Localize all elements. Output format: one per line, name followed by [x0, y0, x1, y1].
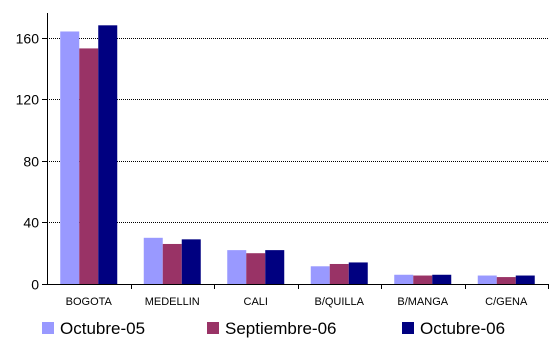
bar-medellin-3 — [181, 239, 201, 284]
y-tick-label: 40 — [23, 215, 39, 231]
y-tick-label: 160 — [16, 31, 40, 47]
y-tick-label: 120 — [16, 92, 40, 108]
legend-swatch — [42, 322, 54, 334]
bar-b-manga-3 — [432, 274, 452, 284]
bar-c-gena-1 — [477, 275, 497, 284]
bar-medellin-1 — [143, 237, 163, 284]
legend-label: Octubre-05 — [60, 319, 145, 338]
y-axis-ticks: 0 40 80 120 160 — [16, 31, 47, 293]
legend-label: Septiembre-06 — [225, 319, 337, 338]
bar-cali-3 — [265, 250, 285, 284]
y-tick-label: 80 — [23, 154, 39, 170]
bar-cali-2 — [246, 253, 266, 284]
bar-b-manga-1 — [394, 274, 414, 284]
x-category-label: B/QUILLA — [314, 296, 364, 308]
bar-b-quilla-3 — [348, 262, 368, 284]
bar-b-quilla-1 — [310, 266, 330, 284]
x-category-label: MEDELLIN — [145, 296, 200, 308]
bar-medellin-2 — [162, 243, 182, 284]
bars — [60, 25, 535, 285]
legend-swatch — [402, 322, 414, 334]
bar-c-gena-3 — [515, 275, 535, 284]
x-category-label: CALI — [244, 296, 268, 308]
y-tick-label: 0 — [31, 277, 39, 293]
bar-b-quilla-2 — [329, 263, 349, 284]
x-category-label: C/GENA — [485, 296, 528, 308]
x-category-label: BOGOTA — [66, 296, 113, 308]
bar-c-gena-2 — [496, 277, 516, 284]
legend: Octubre-05 Septiembre-06 Octubre-06 — [42, 319, 505, 338]
bar-cali-1 — [227, 250, 247, 284]
legend-label: Octubre-06 — [420, 319, 505, 338]
gridlines — [47, 38, 548, 223]
bar-bogota-3 — [98, 25, 118, 285]
x-category-label: B/MANGA — [397, 296, 448, 308]
legend-swatch — [207, 322, 219, 334]
axes — [47, 13, 548, 285]
bar-bogota-2 — [79, 48, 99, 285]
bar-b-manga-2 — [413, 275, 433, 284]
bar-bogota-1 — [60, 31, 80, 285]
x-axis-categories: BOGOTA MEDELLIN CALI B/QUILLA B/MANGA C/GENA — [66, 284, 549, 308]
